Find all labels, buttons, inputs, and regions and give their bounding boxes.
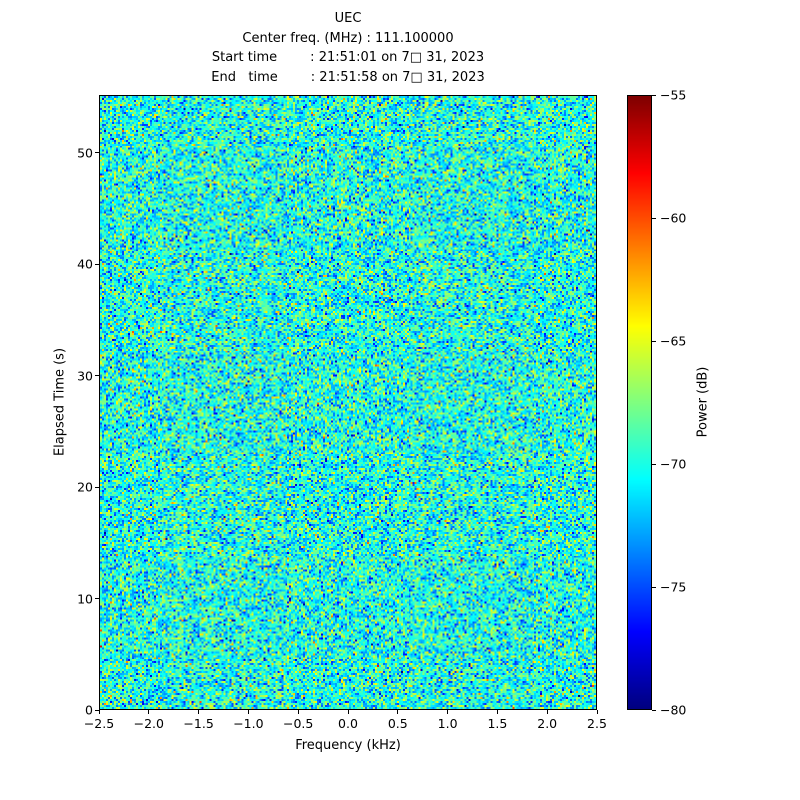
- x-tick-label: −2.5: [83, 716, 115, 731]
- colorbar-tick-mark: [652, 463, 656, 465]
- x-tick-label: −2.0: [133, 716, 164, 731]
- spectrogram-heatmap: [100, 96, 596, 709]
- x-tick-mark: [148, 710, 150, 714]
- y-tick-mark: [95, 709, 99, 711]
- x-tick-mark: [247, 710, 249, 714]
- colorbar-tick-label: −60: [660, 210, 687, 226]
- x-tick-mark: [397, 710, 399, 714]
- colorbar-tick-mark: [652, 709, 656, 711]
- colorbar-tick-label: −70: [660, 456, 687, 472]
- x-tick-mark: [297, 710, 299, 714]
- colorbar-tick-label: −65: [660, 333, 687, 349]
- colorbar-tick-label: −80: [660, 702, 687, 718]
- y-tick-mark: [95, 263, 99, 265]
- x-tick-label: −0.5: [283, 716, 314, 731]
- colorbar-label: Power (dB): [695, 366, 711, 438]
- x-tick-label: 1.0: [437, 716, 458, 731]
- center-freq-line: Center freq. (MHz) : 111.100000: [242, 30, 454, 46]
- y-axis-label: Elapsed Time (s): [52, 347, 68, 457]
- colorbar-tick-mark: [652, 217, 656, 219]
- x-tick-mark: [98, 710, 100, 714]
- y-tick-mark: [95, 375, 99, 377]
- x-tick-label: 0.0: [338, 716, 358, 731]
- plot-area: [99, 95, 597, 710]
- colorbar: [627, 95, 652, 710]
- colorbar-gradient: [628, 96, 651, 709]
- start-time-line: Start time : 21:51:01 on 7□ 31, 2023: [211, 50, 485, 65]
- x-tick-label: 0.5: [387, 716, 408, 731]
- colorbar-tick-label: −75: [660, 579, 687, 595]
- y-tick-label: 40: [77, 256, 93, 272]
- x-tick-label: 2.5: [587, 716, 607, 731]
- colorbar-tick-mark: [652, 94, 656, 96]
- colorbar-tick-label: −55: [660, 87, 687, 103]
- end-time-line: End time : 21:51:58 on 7□ 31, 2023: [211, 69, 485, 85]
- x-tick-mark: [447, 710, 449, 714]
- y-tick-label: 30: [77, 368, 93, 384]
- y-tick-label: 20: [77, 479, 93, 495]
- figure-header: UEC Center freq. (MHz) : 111.100000 Star…: [99, 9, 597, 87]
- y-tick-mark: [95, 152, 99, 154]
- y-tick-label: 50: [77, 145, 93, 161]
- x-tick-label: −1.0: [233, 716, 264, 731]
- y-tick-mark: [95, 486, 99, 488]
- y-tick-label: 0: [85, 702, 93, 718]
- x-tick-label: −1.5: [183, 716, 214, 731]
- colorbar-tick-mark: [652, 340, 656, 342]
- x-tick-mark: [496, 710, 498, 714]
- x-tick-label: 2.0: [537, 716, 558, 731]
- x-tick-mark: [596, 710, 598, 714]
- x-tick-mark: [198, 710, 200, 714]
- x-tick-mark: [546, 710, 548, 714]
- colorbar-tick-mark: [652, 586, 656, 588]
- y-tick-label: 10: [77, 591, 93, 607]
- plot-title: UEC: [334, 11, 362, 26]
- x-axis-label: Frequency (kHz): [295, 738, 401, 753]
- x-tick-mark: [347, 710, 349, 714]
- y-tick-mark: [95, 598, 99, 600]
- x-tick-label: 1.5: [487, 716, 508, 731]
